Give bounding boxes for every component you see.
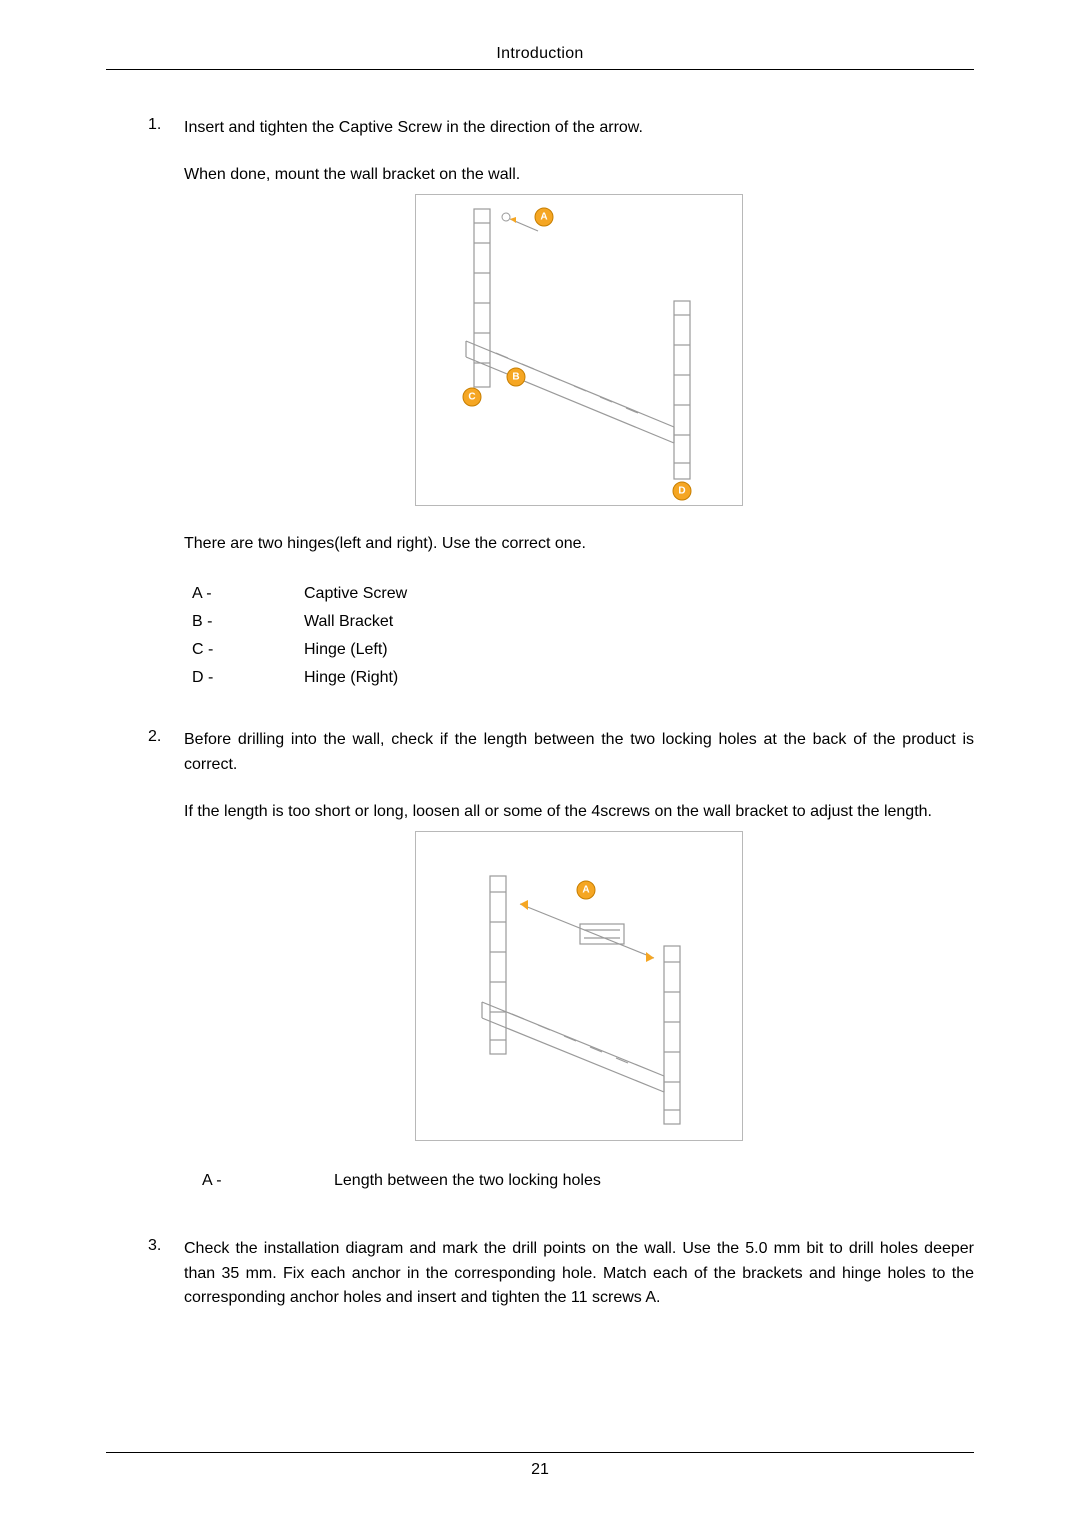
figure-1: A B C D — [415, 194, 743, 506]
legend-row: D - Hinge (Right) — [184, 664, 974, 692]
step-1-number: 1. — [148, 116, 161, 134]
step-1: 1. Insert and tighten the Captive Screw … — [184, 116, 974, 692]
footer-rule — [106, 1452, 974, 1453]
legend-row: B - Wall Bracket — [184, 608, 974, 636]
legend-letter: C - — [184, 636, 304, 664]
page-header-title: Introduction — [106, 45, 974, 69]
step-1-p2: When done, mount the wall bracket on the… — [184, 163, 974, 188]
step-2-legend: A - Length between the two locking holes — [184, 1167, 974, 1195]
fig1-label-b: B — [512, 371, 519, 382]
step-1-p1: Insert and tighten the Captive Screw in … — [184, 116, 974, 141]
step-3-number: 3. — [148, 1237, 161, 1255]
legend-letter: A - — [184, 580, 304, 608]
legend-label: Hinge (Left) — [304, 636, 974, 664]
legend-letter: D - — [184, 664, 304, 692]
step-2-number: 2. — [148, 728, 161, 746]
step-1-after-fig: There are two hinges(left and right). Us… — [184, 532, 974, 557]
legend-label: Captive Screw — [304, 580, 974, 608]
step-2-p1: Before drilling into the wall, check if … — [184, 728, 974, 778]
legend-row: C - Hinge (Left) — [184, 636, 974, 664]
header-rule — [106, 69, 974, 70]
legend-row: A - Captive Screw — [184, 580, 974, 608]
legend-label: Length between the two locking holes — [334, 1167, 974, 1195]
fig2-label-a: A — [582, 884, 589, 895]
step-2: 2. Before drilling into the wall, check … — [184, 728, 974, 1194]
legend-row: A - Length between the two locking holes — [184, 1167, 974, 1195]
figure-2: A — [415, 831, 743, 1141]
step-3-p1: Check the installation diagram and mark … — [184, 1237, 974, 1311]
page-number: 21 — [106, 1461, 974, 1479]
step-3: 3. Check the installation diagram and ma… — [184, 1237, 974, 1311]
fig1-label-d: D — [678, 485, 685, 496]
fig1-label-a: A — [540, 211, 547, 222]
legend-letter: B - — [184, 608, 304, 636]
legend-label: Wall Bracket — [304, 608, 974, 636]
step-1-legend: A - Captive Screw B - Wall Bracket C - H… — [184, 580, 974, 692]
fig1-label-c: C — [468, 391, 475, 402]
legend-letter: A - — [184, 1167, 334, 1195]
legend-label: Hinge (Right) — [304, 664, 974, 692]
step-2-p2: If the length is too short or long, loos… — [184, 800, 974, 825]
